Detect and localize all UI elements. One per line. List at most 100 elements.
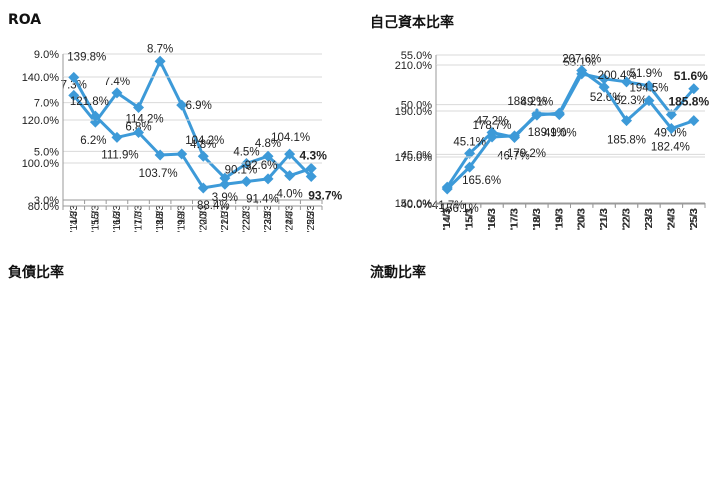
data-label: 51.6% <box>674 69 708 83</box>
data-point <box>219 178 231 190</box>
x-tick-label: '23/3 <box>644 209 655 231</box>
data-point <box>262 173 274 185</box>
data-label: 200.4% <box>598 70 637 82</box>
data-label: 90.1% <box>225 164 258 176</box>
x-tick-label: '21/3 <box>220 205 231 227</box>
data-point <box>464 161 476 173</box>
data-point <box>553 107 565 119</box>
x-tick-label: '23/3 <box>263 211 274 233</box>
series-line <box>446 69 695 191</box>
data-label: 185.8% <box>668 95 709 109</box>
data-point <box>688 83 700 95</box>
data-point <box>305 162 317 174</box>
current-ratio-plot: 150.0% 170.0% 190.0% 210.0% '14/3 '15/3 '16/3 '… <box>395 54 710 230</box>
data-point <box>576 65 588 77</box>
data-label: 207.6% <box>562 54 601 66</box>
data-label: 179.2% <box>507 148 546 160</box>
y-tick-label: 80.0% <box>28 201 59 213</box>
data-label: 103.7% <box>139 168 178 180</box>
data-label: 189.1% <box>528 127 567 139</box>
data-label: 53.1% <box>563 57 596 69</box>
y-tick-label: 7.0% <box>34 98 59 110</box>
x-tick-label: '18/3 <box>532 208 543 230</box>
data-label: 4.0% <box>277 189 303 201</box>
data-label: 88.4% <box>197 200 230 212</box>
data-point <box>240 175 252 187</box>
data-label: 49.0% <box>654 128 687 140</box>
data-point <box>441 183 453 195</box>
data-label: 178.7% <box>473 120 512 132</box>
chart-title: 自己資本比率 <box>370 15 454 31</box>
data-point <box>643 95 655 107</box>
data-label: 4.5% <box>233 147 259 159</box>
data-point <box>176 99 188 111</box>
x-tick-label: '25/3 <box>306 205 317 227</box>
data-label: 92.6% <box>245 160 278 172</box>
x-tick-label: '19/3 <box>177 205 188 227</box>
x-tick-label: '23/3 <box>644 208 655 230</box>
x-tick-label: '20/3 <box>198 211 209 233</box>
x-tick-label: '21/3 <box>599 208 610 230</box>
x-tick-label: '24/3 <box>285 205 296 227</box>
x-tick-label: '18/3 <box>532 209 543 231</box>
data-point <box>621 76 633 88</box>
x-tick-label: '20/3 <box>198 205 209 227</box>
data-point <box>89 110 101 122</box>
x-tick-label: '22/3 <box>622 208 633 230</box>
y-tick-label: 190.0% <box>395 106 433 118</box>
data-label: 45.1% <box>453 136 486 148</box>
x-tick-label: '25/3 <box>306 211 317 233</box>
data-point <box>262 150 274 162</box>
data-point <box>284 148 296 160</box>
data-label: 111.9% <box>101 149 138 161</box>
chart-title: 流動比率 <box>370 265 426 281</box>
data-point <box>197 150 209 162</box>
data-point <box>197 182 209 194</box>
data-label: 6.9% <box>186 100 212 112</box>
x-tick-label: '19/3 <box>554 208 565 230</box>
data-point <box>68 89 80 101</box>
x-tick-label: '17/3 <box>509 208 520 230</box>
y-tick-label: 45.0% <box>401 149 432 161</box>
data-label: 4.3% <box>300 148 328 162</box>
data-label: 52.3% <box>614 95 647 107</box>
data-label: 104.1% <box>271 132 310 144</box>
data-label: 182.4% <box>651 141 690 153</box>
x-tick-label: '16/3 <box>112 211 123 233</box>
data-label: 121.8% <box>70 96 109 108</box>
data-point <box>154 55 166 67</box>
data-label: 165.6% <box>462 175 501 187</box>
x-tick-label: '15/3 <box>465 208 476 230</box>
data-point <box>68 71 80 83</box>
data-point <box>111 131 123 143</box>
data-label: 7.4% <box>104 76 130 88</box>
debt-ratio-plot: 80.0%100.0%120.0%140.0%'14/3'15/3'16/3'1… <box>22 51 343 232</box>
x-tick-label: '25/3 <box>689 209 700 231</box>
x-tick-label: '17/3 <box>134 211 145 233</box>
data-label: 49.0% <box>544 128 577 140</box>
data-point <box>508 130 520 142</box>
x-tick-label: '14/3 <box>69 205 80 227</box>
x-tick-label: '17/3 <box>509 209 520 231</box>
data-point <box>284 170 296 182</box>
data-label: 185.8% <box>607 135 646 147</box>
x-tick-label: '15/3 <box>465 209 476 231</box>
data-label: 49.1% <box>521 97 554 109</box>
y-tick-label: 55.0% <box>401 50 432 62</box>
x-tick-label: '17/3 <box>134 205 145 227</box>
x-tick-label: '15/3 <box>90 211 101 233</box>
y-tick-label: 3.0% <box>34 195 59 207</box>
y-tick-label: 140.0% <box>22 72 60 84</box>
data-label: 91.4% <box>246 193 279 205</box>
data-label: 114.2% <box>125 113 163 125</box>
x-tick-label: '20/3 <box>577 208 588 230</box>
data-label: 4.8% <box>255 138 281 150</box>
data-point <box>133 102 145 114</box>
x-tick-label: '25/3 <box>689 208 700 230</box>
data-label: 188.2% <box>507 96 546 108</box>
x-tick-label: '15/3 <box>90 205 101 227</box>
data-label: 93.7% <box>308 189 342 203</box>
data-label: 139.8% <box>67 51 106 63</box>
data-point <box>643 80 655 92</box>
chart-title: 負債比率 <box>8 265 64 281</box>
